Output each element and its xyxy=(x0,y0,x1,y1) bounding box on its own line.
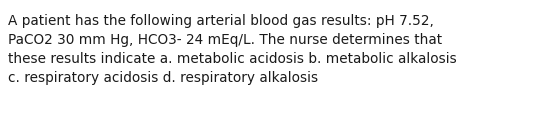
Text: A patient has the following arterial blood gas results: pH 7.52,
PaCO2 30 mm Hg,: A patient has the following arterial blo… xyxy=(8,14,457,85)
